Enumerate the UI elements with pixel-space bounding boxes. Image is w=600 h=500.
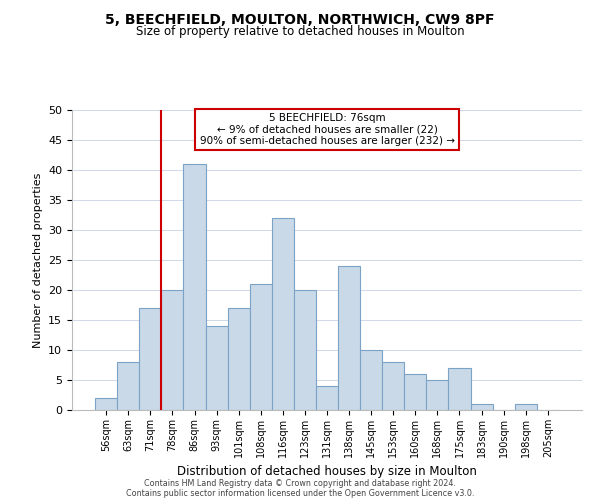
Bar: [338, 266, 360, 410]
Text: Size of property relative to detached houses in Moulton: Size of property relative to detached ho…: [136, 25, 464, 38]
Text: 5 BEECHFIELD: 76sqm
← 9% of detached houses are smaller (22)
90% of semi-detache: 5 BEECHFIELD: 76sqm ← 9% of detached hou…: [199, 113, 455, 146]
Text: 5, BEECHFIELD, MOULTON, NORTHWICH, CW9 8PF: 5, BEECHFIELD, MOULTON, NORTHWICH, CW9 8…: [105, 12, 495, 26]
Bar: [470, 404, 493, 410]
Bar: [184, 164, 206, 410]
X-axis label: Distribution of detached houses by size in Moulton: Distribution of detached houses by size …: [177, 466, 477, 478]
Y-axis label: Number of detached properties: Number of detached properties: [32, 172, 43, 348]
Bar: [272, 218, 294, 410]
Bar: [250, 284, 272, 410]
Bar: [404, 374, 427, 410]
Bar: [382, 362, 404, 410]
Text: Contains public sector information licensed under the Open Government Licence v3: Contains public sector information licen…: [126, 488, 474, 498]
Bar: [206, 326, 227, 410]
Bar: [161, 290, 184, 410]
Bar: [316, 386, 338, 410]
Bar: [448, 368, 470, 410]
Bar: [139, 308, 161, 410]
Bar: [360, 350, 382, 410]
Bar: [515, 404, 537, 410]
Bar: [294, 290, 316, 410]
Bar: [227, 308, 250, 410]
Bar: [95, 398, 117, 410]
Bar: [427, 380, 448, 410]
Text: Contains HM Land Registry data © Crown copyright and database right 2024.: Contains HM Land Registry data © Crown c…: [144, 478, 456, 488]
Bar: [117, 362, 139, 410]
